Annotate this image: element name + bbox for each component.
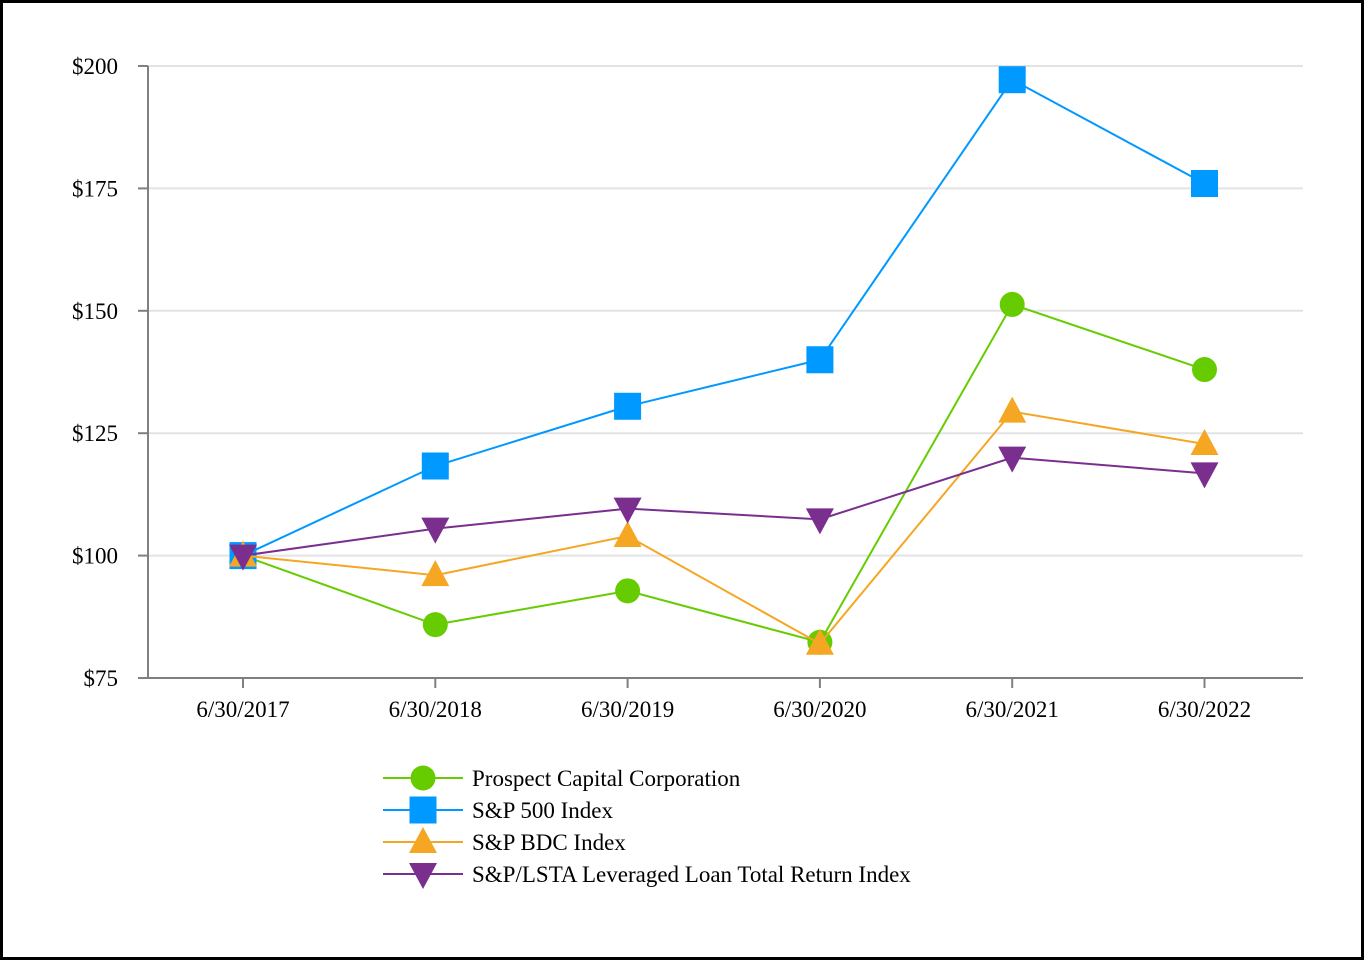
data-point: [806, 346, 834, 374]
x-tick-label: 6/30/2022: [1158, 697, 1251, 722]
line-chart: $75 $100 $125 $150 $175 $200 6/30/2017 6/30/201…: [72, 54, 1303, 889]
y-tick-label: $75: [84, 666, 119, 691]
legend-marker: [409, 796, 437, 824]
series-line: [242, 456, 1205, 557]
x-tick-label: 6/30/2020: [773, 697, 866, 722]
legend-marker: [409, 827, 437, 853]
series-1: [229, 66, 1218, 570]
data-point: [613, 521, 642, 548]
legend-label: S&P 500 Index: [472, 798, 613, 823]
data-point: [998, 396, 1027, 423]
legend-item: Prospect Capital Corporation: [383, 765, 741, 791]
data-point: [421, 560, 450, 587]
legend-label: S&P/LSTA Leveraged Loan Total Return Ind…: [472, 862, 911, 887]
data-point: [998, 66, 1026, 94]
data-point: [421, 452, 449, 480]
x-tick-label: 6/30/2021: [966, 697, 1059, 722]
series-layer: [229, 66, 1219, 655]
data-point: [999, 291, 1025, 317]
y-tick-label: $175: [72, 176, 118, 201]
legend-item: S&P 500 Index: [383, 796, 613, 824]
y-tick-label: $150: [72, 299, 118, 324]
series-3: [229, 446, 1219, 571]
data-point: [1191, 170, 1218, 198]
legend-item: S&P BDC Index: [383, 827, 626, 855]
y-tick-label: $200: [72, 54, 118, 79]
x-tick-label: 6/30/2017: [196, 697, 289, 722]
data-point: [229, 544, 257, 571]
data-point: [998, 446, 1027, 473]
y-tick-label: $125: [72, 421, 118, 446]
series-line: [242, 303, 1205, 644]
legend-label: Prospect Capital Corporation: [472, 766, 741, 791]
gridlines: [148, 65, 1303, 557]
data-point: [615, 578, 641, 604]
data-point: [613, 497, 642, 524]
data-point: [422, 612, 448, 638]
series-0: [230, 291, 1217, 655]
series-line: [242, 410, 1205, 646]
series-line: [242, 78, 1205, 557]
data-point: [1190, 428, 1219, 455]
axes: $75 $100 $125 $150 $175 $200 6/30/2017 6/30/201…: [72, 54, 1303, 722]
legend-marker: [409, 863, 437, 889]
legend-item: S&P/LSTA Leveraged Loan Total Return Ind…: [383, 862, 911, 889]
legend-label: S&P BDC Index: [472, 830, 626, 855]
data-point: [421, 517, 450, 544]
data-point: [1190, 462, 1219, 489]
data-point: [614, 392, 642, 420]
data-point: [1192, 357, 1217, 383]
legend-marker: [410, 765, 436, 791]
data-point: [805, 508, 834, 535]
x-tick-label: 6/30/2019: [581, 697, 674, 722]
x-tick-label: 6/30/2018: [389, 697, 482, 722]
y-tick-label: $100: [72, 544, 118, 569]
legend: Prospect Capital Corporation S&P 500 Inde…: [383, 765, 911, 889]
data-point: [805, 628, 834, 655]
